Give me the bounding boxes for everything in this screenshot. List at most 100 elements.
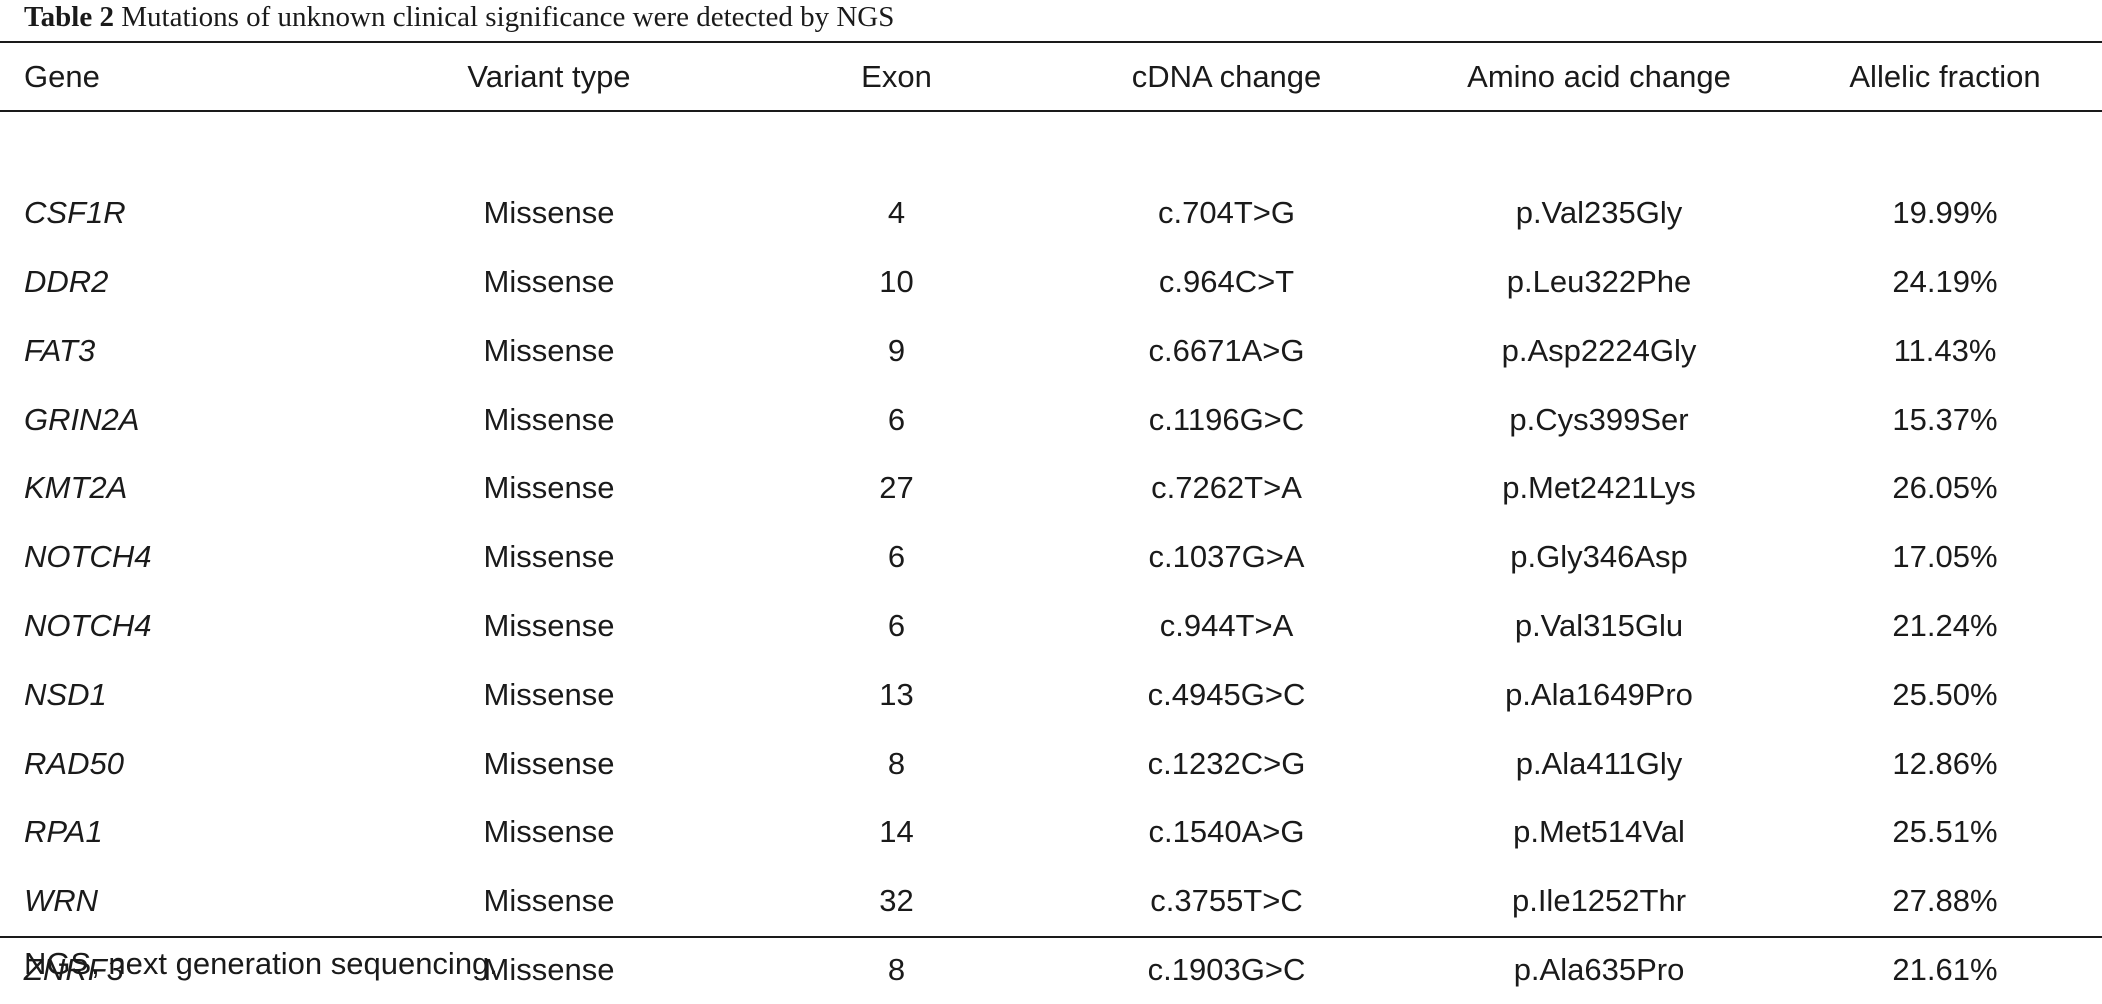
cell-exon: 4 bbox=[887, 195, 906, 231]
cell-cdna-change: c.1037G>A bbox=[1148, 539, 1305, 575]
cell-allelic-fraction: 17.05% bbox=[1892, 539, 1998, 575]
cell-allelic-fraction: 21.61% bbox=[1892, 951, 1998, 987]
cell-allelic-fraction: 12.86% bbox=[1892, 745, 1998, 781]
cell-amino-acid-change: p.Ala635Pro bbox=[1513, 951, 1685, 987]
cell-cdna-change: c.6671A>G bbox=[1148, 332, 1305, 368]
table-row: NSD1 Missense 13 c.4945G>C p.Ala1649Pro … bbox=[0, 660, 2102, 729]
table-caption: Table 2 Mutations of unknown clinical si… bbox=[24, 0, 894, 36]
header-variant-type: Variant type bbox=[467, 58, 631, 94]
cell-exon: 32 bbox=[879, 883, 914, 919]
header-spacer bbox=[0, 110, 2102, 179]
cell-allelic-fraction: 26.05% bbox=[1892, 470, 1998, 506]
cell-variant-type: Missense bbox=[483, 951, 615, 987]
cell-exon: 10 bbox=[879, 263, 914, 299]
cell-variant-type: Missense bbox=[483, 883, 615, 919]
cell-gene: FAT3 bbox=[24, 332, 96, 368]
cell-allelic-fraction: 24.19% bbox=[1892, 263, 1998, 299]
cell-amino-acid-change: p.Val235Gly bbox=[1515, 195, 1683, 231]
cell-cdna-change: c.1196G>C bbox=[1148, 401, 1305, 437]
cell-amino-acid-change: p.Val315Glu bbox=[1514, 607, 1684, 643]
cell-allelic-fraction: 19.99% bbox=[1892, 195, 1998, 231]
cell-allelic-fraction: 11.43% bbox=[1893, 332, 1997, 368]
cell-variant-type: Missense bbox=[483, 676, 615, 712]
cell-gene: ZNRF3 bbox=[24, 951, 124, 987]
cell-exon: 6 bbox=[887, 539, 906, 575]
top-rule bbox=[0, 41, 2102, 43]
header-allelic-fraction: Allelic fraction bbox=[1849, 58, 2041, 94]
cell-exon: 6 bbox=[887, 401, 906, 437]
cell-variant-type: Missense bbox=[483, 470, 615, 506]
cell-gene: DDR2 bbox=[24, 263, 109, 299]
bottom-rule bbox=[0, 936, 2102, 938]
cell-gene: CSF1R bbox=[24, 195, 126, 231]
header-rule bbox=[0, 110, 2102, 112]
cell-exon: 8 bbox=[887, 745, 906, 781]
cell-cdna-change: c.1232C>G bbox=[1147, 745, 1306, 781]
cell-cdna-change: c.964C>T bbox=[1158, 263, 1295, 299]
table-row: CSF1R Missense 4 c.704T>G p.Val235Gly 19… bbox=[0, 179, 2102, 248]
cell-cdna-change: c.704T>G bbox=[1158, 195, 1295, 231]
cell-amino-acid-change: p.Ile1252Thr bbox=[1511, 883, 1687, 919]
table-caption-text: Mutations of unknown clinical significan… bbox=[121, 1, 895, 33]
cell-gene: NOTCH4 bbox=[24, 607, 152, 643]
cell-cdna-change: c.944T>A bbox=[1159, 607, 1294, 643]
cell-gene: KMT2A bbox=[24, 470, 128, 506]
cell-allelic-fraction: 27.88% bbox=[1892, 883, 1998, 919]
table-row: GRIN2A Missense 6 c.1196G>C p.Cys399Ser … bbox=[0, 385, 2102, 454]
cell-variant-type: Missense bbox=[483, 401, 615, 437]
header-gene: Gene bbox=[24, 58, 100, 94]
cell-allelic-fraction: 15.37% bbox=[1892, 401, 1998, 437]
table-row: ZNRF3 Missense 8 c.1903G>C p.Ala635Pro 2… bbox=[0, 936, 2102, 1004]
table-row: WRN Missense 32 c.3755T>C p.Ile1252Thr 2… bbox=[0, 867, 2102, 936]
cell-variant-type: Missense bbox=[483, 195, 615, 231]
table-row: FAT3 Missense 9 c.6671A>G p.Asp2224Gly 1… bbox=[0, 316, 2102, 385]
cell-allelic-fraction: 25.50% bbox=[1892, 676, 1998, 712]
cell-exon: 27 bbox=[879, 470, 914, 506]
cell-cdna-change: c.7262T>A bbox=[1151, 470, 1302, 506]
cell-gene: RPA1 bbox=[24, 814, 103, 850]
cell-cdna-change: c.1903G>C bbox=[1147, 951, 1306, 987]
cell-variant-type: Missense bbox=[483, 539, 615, 575]
cell-variant-type: Missense bbox=[483, 745, 615, 781]
table-caption-label: Table 2 bbox=[24, 1, 114, 33]
mutations-table: Gene Variant type Exon cDNA change Amino… bbox=[0, 43, 2102, 1004]
cell-amino-acid-change: p.Leu322Phe bbox=[1506, 263, 1692, 299]
cell-gene: RAD50 bbox=[24, 745, 124, 781]
table-row: KMT2A Missense 27 c.7262T>A p.Met2421Lys… bbox=[0, 454, 2102, 523]
cell-variant-type: Missense bbox=[483, 607, 615, 643]
cell-amino-acid-change: p.Met2421Lys bbox=[1502, 470, 1696, 506]
cell-amino-acid-change: p.Ala1649Pro bbox=[1505, 676, 1693, 712]
table-footnote: NGS, next generation sequencing. bbox=[24, 946, 498, 981]
table-row: RAD50 Missense 8 c.1232C>G p.Ala411Gly 1… bbox=[0, 729, 2102, 798]
cell-gene: GRIN2A bbox=[24, 401, 140, 437]
cell-allelic-fraction: 25.51% bbox=[1892, 814, 1998, 850]
table-row: DDR2 Missense 10 c.964C>T p.Leu322Phe 24… bbox=[0, 248, 2102, 317]
table-row: NOTCH4 Missense 6 c.1037G>A p.Gly346Asp … bbox=[0, 523, 2102, 592]
cell-amino-acid-change: p.Gly346Asp bbox=[1510, 539, 1688, 575]
table-row: RPA1 Missense 14 c.1540A>G p.Met514Val 2… bbox=[0, 798, 2102, 867]
header-amino-acid-change: Amino acid change bbox=[1467, 58, 1731, 94]
cell-cdna-change: c.1540A>G bbox=[1148, 814, 1305, 850]
cell-cdna-change: c.4945G>C bbox=[1147, 676, 1306, 712]
header-cdna-change: cDNA change bbox=[1131, 58, 1322, 94]
cell-gene: WRN bbox=[24, 883, 99, 919]
cell-cdna-change: c.3755T>C bbox=[1150, 883, 1303, 919]
cell-variant-type: Missense bbox=[483, 263, 615, 299]
cell-exon: 6 bbox=[887, 607, 906, 643]
cell-amino-acid-change: p.Asp2224Gly bbox=[1501, 332, 1697, 368]
cell-gene: NSD1 bbox=[24, 676, 107, 712]
cell-variant-type: Missense bbox=[483, 814, 615, 850]
cell-exon: 13 bbox=[879, 676, 914, 712]
cell-exon: 8 bbox=[887, 951, 906, 987]
cell-allelic-fraction: 21.24% bbox=[1892, 607, 1998, 643]
cell-amino-acid-change: p.Met514Val bbox=[1513, 814, 1685, 850]
cell-variant-type: Missense bbox=[483, 332, 615, 368]
cell-exon: 14 bbox=[879, 814, 914, 850]
cell-amino-acid-change: p.Ala411Gly bbox=[1515, 745, 1683, 781]
cell-exon: 9 bbox=[887, 332, 906, 368]
cell-amino-acid-change: p.Cys399Ser bbox=[1509, 401, 1689, 437]
cell-gene: NOTCH4 bbox=[24, 539, 152, 575]
table-row: NOTCH4 Missense 6 c.944T>A p.Val315Glu 2… bbox=[0, 592, 2102, 661]
header-exon: Exon bbox=[861, 58, 932, 94]
